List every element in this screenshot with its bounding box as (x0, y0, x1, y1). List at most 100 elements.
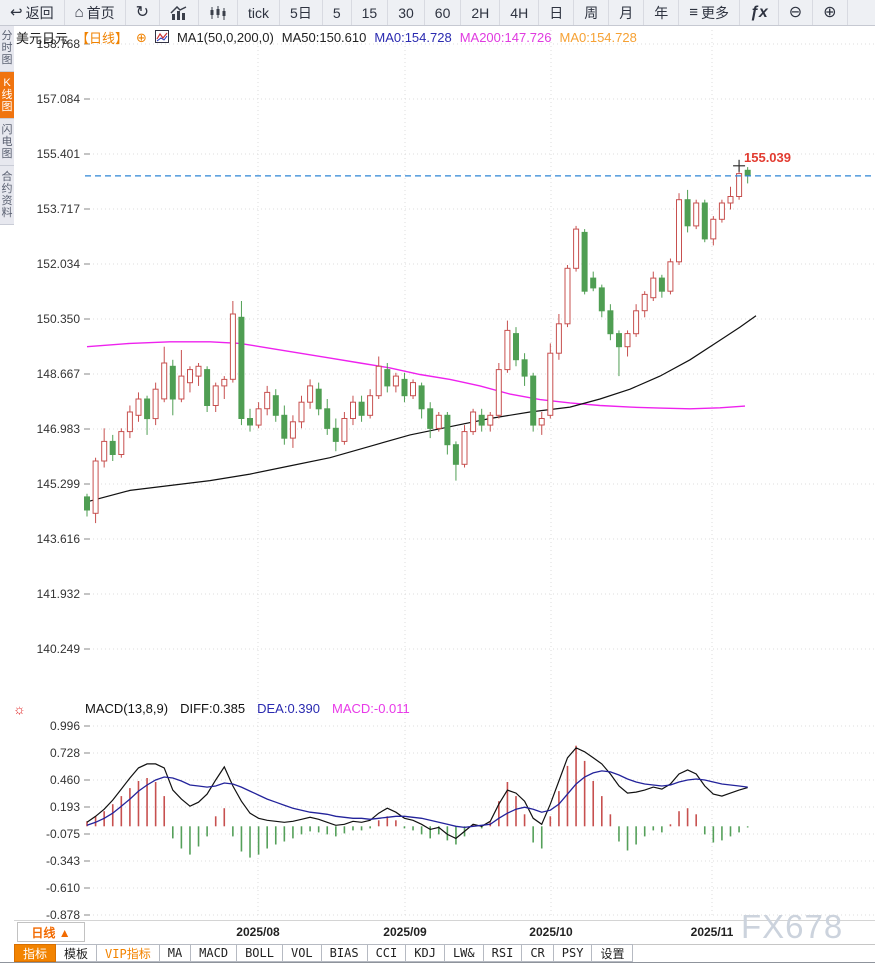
menu-icon: ≡ (689, 4, 698, 21)
candlestick-icon (209, 5, 227, 20)
macd-axis-label: 0.996 (49, 719, 80, 733)
sidebar-tab-kline[interactable]: K线图 (0, 72, 14, 119)
toolbar-item-label: 更多 (700, 4, 729, 21)
macd-axis-label: 0.193 (49, 800, 80, 814)
refresh-icon: ↻ (135, 4, 150, 21)
zoom-in-icon: ⊕ (823, 4, 837, 21)
period-selector[interactable]: 日线 ▲ (17, 922, 85, 942)
indicator-tab-MA[interactable]: MA (159, 944, 192, 962)
bar-chart-icon (170, 5, 188, 20)
ma0-value-blue: MA0:154.728 (374, 30, 452, 45)
toolbar-item-bar-chart[interactable] (160, 0, 200, 25)
back-icon: ↩ (10, 4, 23, 21)
toolbar-item-zoom-in[interactable]: ⊕ (813, 0, 848, 25)
toolbar-item-5d[interactable]: 5日 (280, 0, 323, 25)
x-axis-label: 2025/08 (236, 925, 280, 939)
chart-type-sidebar: 分时图 K线图 闪电图 合约资料 (0, 25, 14, 225)
toolbar-item-formula[interactable]: ƒx (740, 0, 779, 25)
sidebar-tab-contract-info[interactable]: 合约资料 (0, 166, 14, 225)
symbol-name: 美元日元 (16, 31, 69, 46)
x-axis-label: 2025/11 (690, 925, 734, 939)
indicator-tab-BOLL[interactable]: BOLL (237, 944, 283, 962)
price-axis-label: 145.299 (36, 477, 80, 491)
toolbar-item-m30[interactable]: 30 (388, 0, 425, 25)
toolbar-item-label: 4H (510, 4, 529, 21)
toolbar-item-more[interactable]: ≡ 更多 (679, 0, 740, 25)
toolbar-item-candlestick[interactable] (199, 0, 239, 25)
period-tag: 【日线】 (76, 31, 129, 46)
toolbar-item-label: 2H (471, 4, 490, 21)
price-axis-label: 153.717 (36, 202, 80, 216)
price-axis-label: 157.084 (36, 92, 80, 106)
toolbar-item-refresh[interactable]: ↻ (126, 0, 161, 25)
zoom-out-icon: ⊖ (788, 4, 803, 21)
ma0-value-orange: MA0:154.728 (559, 30, 637, 45)
indicator-tab-VOL[interactable]: VOL (282, 944, 322, 962)
ma-settings-label: MA1(50,0,200,0) (176, 30, 274, 45)
price-axis-label: 143.616 (36, 532, 80, 546)
toolbar-item-label: 5 (332, 4, 341, 21)
toolbar-item-label: 返回 (25, 4, 54, 21)
chart-legend: 美元日元 【日线】 ⊕ MA1(50,0,200,0) MA50:150.610… (16, 28, 637, 47)
indicator-tab-MACD[interactable]: MACD (191, 944, 238, 962)
indicator-tab-指标[interactable]: 指标 (14, 944, 57, 962)
top-toolbar: ↩ 返回 ⌂ 首页 ↻ tick 5日 5 15 30 60 2H 4H 日周月年 ≡ 更多 ƒx ⊖ ⊕ (0, 0, 875, 26)
toolbar-item-day[interactable]: 日 (539, 0, 575, 25)
indicator-tab-KDJ[interactable]: KDJ (406, 944, 445, 962)
sidebar-tab-time-share[interactable]: 分时图 (0, 25, 14, 72)
toolbar-item-year[interactable]: 年 (644, 0, 680, 25)
toolbar-item-m15[interactable]: 15 (352, 0, 389, 25)
toolbar-item-back[interactable]: ↩ 返回 (0, 0, 65, 25)
indicator-tab-设置[interactable]: 设置 (592, 944, 634, 962)
macd-axis-label: -0.075 (45, 827, 80, 841)
indicator-tab-PSY[interactable]: PSY (553, 944, 593, 962)
macd-dea-value: DEA:0.390 (257, 701, 320, 716)
price-axis-label: 146.983 (36, 422, 80, 436)
indicator-tab-CCI[interactable]: CCI (367, 944, 407, 962)
indicator-tab-模板[interactable]: 模板 (56, 944, 98, 962)
price-axis-label: 152.034 (36, 257, 80, 271)
toolbar-item-week[interactable]: 周 (574, 0, 610, 25)
toolbar-item-label: 30 (398, 4, 414, 21)
macd-axis-label: 0.728 (49, 746, 80, 760)
toolbar-item-month[interactable]: 月 (609, 0, 645, 25)
toolbar-item-label: 5日 (290, 4, 312, 21)
macd-axis-label: -0.343 (45, 854, 80, 868)
toolbar-item-home[interactable]: ⌂ 首页 (65, 0, 126, 25)
indicator-tab-VIP指标[interactable]: VIP指标 (97, 944, 160, 962)
toolbar-item-m60[interactable]: 60 (425, 0, 462, 25)
price-axis-label: 148.667 (36, 367, 80, 381)
toolbar-item-h2[interactable]: 2H (461, 0, 501, 25)
macd-axis-label: -0.610 (45, 881, 80, 895)
expand-icon[interactable]: ⊕ (136, 29, 147, 45)
price-axis-label: 158.768 (36, 37, 80, 51)
toolbar-item-tick[interactable]: tick (238, 0, 281, 25)
toolbar-item-label: 周 (584, 4, 599, 21)
price-axis-label: 141.932 (36, 587, 80, 601)
x-axis-label: 2025/10 (529, 925, 573, 939)
toolbar-item-label: 15 (361, 4, 378, 21)
indicator-tab-BIAS[interactable]: BIAS (321, 944, 368, 962)
toolbar-item-zoom-out[interactable]: ⊖ (779, 0, 814, 25)
price-axis-label: 140.249 (36, 642, 80, 656)
toolbar-item-label: 60 (434, 4, 451, 21)
toolbar-item-m5[interactable]: 5 (323, 0, 352, 25)
indicator-settings-icon[interactable]: ☼ (13, 701, 26, 717)
toolbar-item-label: 首页 (86, 4, 115, 21)
macd-diff-value: DIFF:0.385 (180, 701, 246, 716)
indicator-tab-CR[interactable]: CR (522, 944, 554, 962)
sidebar-tab-lightning[interactable]: 闪电图 (0, 119, 14, 166)
x-axis-label: 2025/09 (383, 925, 427, 939)
toolbar-item-label: 日 (549, 4, 564, 21)
indicator-tab-RSI[interactable]: RSI (483, 944, 523, 962)
ma-settings-icon[interactable] (154, 29, 169, 46)
macd-title: MACD(13,8,9) (85, 701, 169, 716)
macd-axis-label: 0.460 (49, 773, 80, 787)
price-axis-label: 150.350 (36, 312, 80, 326)
toolbar-item-h4[interactable]: 4H (500, 0, 540, 25)
indicator-tab-bar: 指标 模板 VIP指标 MA MACD BOLL VOL BIAS CCI KDJ LW& RSI CR… (14, 944, 634, 962)
watermark: FX678 (741, 908, 844, 945)
indicator-tab-LW&[interactable]: LW& (444, 944, 484, 962)
